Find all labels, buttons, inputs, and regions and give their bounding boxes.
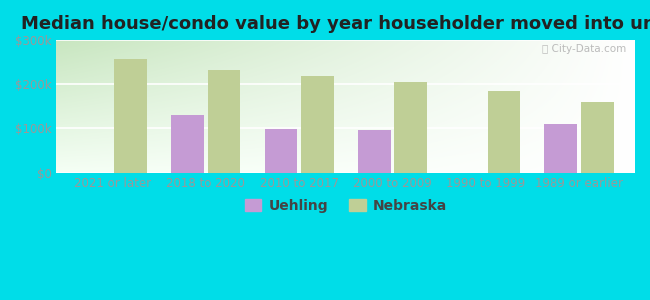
Bar [545,124,577,172]
Bar [358,130,391,172]
Bar [488,91,520,172]
Bar [581,102,614,172]
Bar [171,115,204,172]
Bar [265,129,297,172]
Text: ⓘ City-Data.com: ⓘ City-Data.com [542,44,627,54]
Bar [395,82,427,172]
Title: Median house/condo value by year householder moved into unit: Median house/condo value by year househo… [21,15,650,33]
Bar [114,59,147,172]
Bar [301,76,333,172]
Legend: Uehling, Nebraska: Uehling, Nebraska [239,194,452,219]
Bar [207,70,240,172]
